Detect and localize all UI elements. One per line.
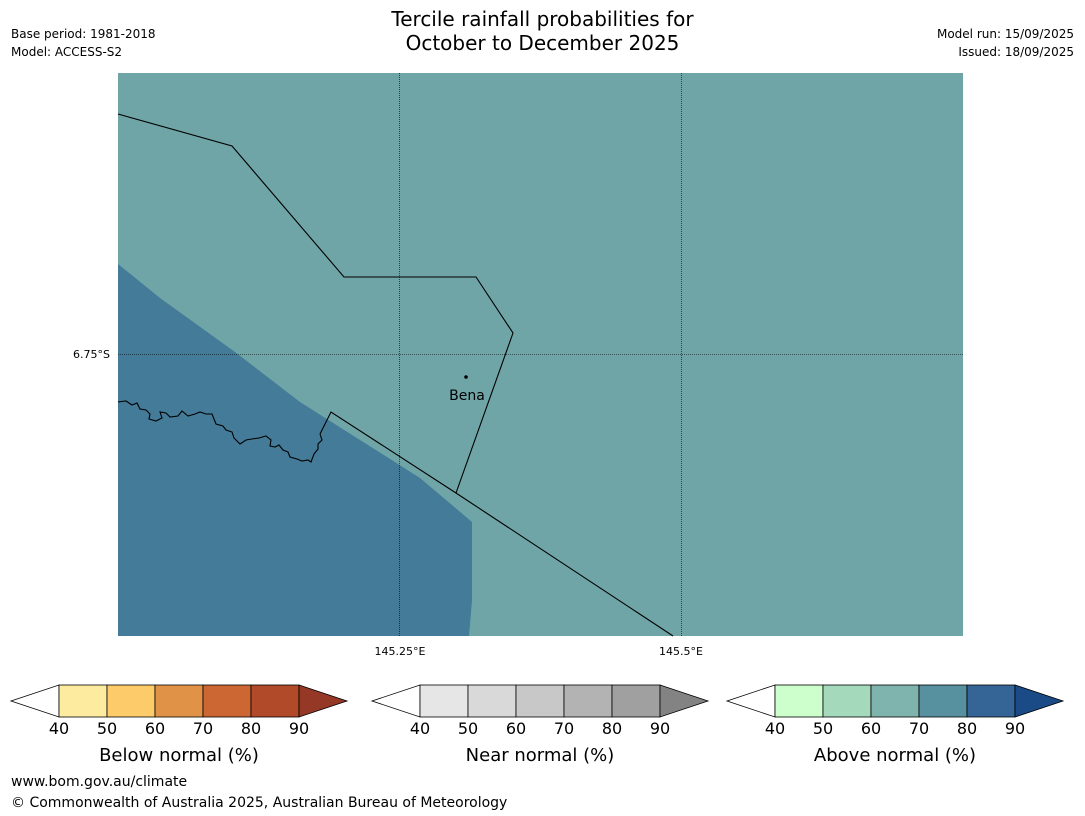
colorbar-tick-label: 70 bbox=[193, 719, 213, 738]
colorbar-segment bbox=[467, 684, 517, 718]
colorbar-tick-label: 90 bbox=[1005, 719, 1025, 738]
colorbar-segment bbox=[250, 684, 300, 718]
colorbar-tick-label: 80 bbox=[602, 719, 622, 738]
colorbar-extend-high bbox=[1014, 684, 1065, 718]
colorbar-tick-label: 90 bbox=[289, 719, 309, 738]
colorbar-tick-label: 40 bbox=[765, 719, 785, 738]
colorbar-segment bbox=[918, 684, 968, 718]
bena-marker bbox=[464, 375, 468, 379]
colorbar-extend-low bbox=[725, 684, 776, 718]
meta-right: Model run: 15/09/2025 Issued: 18/09/2025 bbox=[937, 25, 1074, 61]
colorbar-tick-label: 60 bbox=[861, 719, 881, 738]
colorbar-tick-label: 80 bbox=[241, 719, 261, 738]
model-name: Model: ACCESS-S2 bbox=[11, 45, 123, 59]
colorbar-tick-label: 80 bbox=[957, 719, 977, 738]
colorbar-segment bbox=[154, 684, 204, 718]
colorbar-segment bbox=[822, 684, 872, 718]
province-boundary bbox=[117, 113, 514, 494]
colorbar-segment bbox=[870, 684, 920, 718]
model-run: Model run: 15/09/2025 bbox=[936, 27, 1074, 41]
colorbar-tick-label: 60 bbox=[506, 719, 526, 738]
colorbar-tick-label: 50 bbox=[458, 719, 478, 738]
colorbar-0: 40 50 60 70 80 90 Below normal (%) bbox=[9, 684, 349, 766]
place-label-bena: Bena bbox=[449, 388, 485, 404]
footer-url: www.bom.gov.au/climate bbox=[11, 774, 188, 790]
latitude-label: 6.75°S bbox=[73, 348, 110, 361]
colorbar-tick-label: 70 bbox=[554, 719, 574, 738]
colorbar-segment bbox=[515, 684, 565, 718]
legend-colorbars: 40 50 60 70 80 90 Below normal (%) 40 50 60 70 80 90… bbox=[9, 684, 1065, 766]
colorbar-tick-label: 60 bbox=[145, 719, 165, 738]
probability-field-80 bbox=[118, 264, 472, 636]
province-boundary bbox=[319, 411, 674, 637]
colorbar-extend-high bbox=[298, 684, 349, 718]
colorbar-extend-low bbox=[370, 684, 421, 718]
title-line-2: October to December 2025 bbox=[405, 31, 680, 55]
colorbar-extend-low bbox=[9, 684, 60, 718]
colorbar-1: 40 50 60 70 80 90 Near normal (%) bbox=[370, 684, 710, 766]
footer-copyright: © Commonwealth of Australia 2025, Austra… bbox=[11, 795, 508, 811]
base-period: Base period: 1981-2018 bbox=[11, 27, 156, 41]
colorbar-segment bbox=[563, 684, 613, 718]
colorbar-tick-label: 70 bbox=[909, 719, 929, 738]
longitude-label: 145.25°E bbox=[375, 645, 426, 658]
colorbar-extend-high bbox=[659, 684, 710, 718]
colorbar-tick-label: 50 bbox=[813, 719, 833, 738]
title-line-1: Tercile rainfall probabilities for bbox=[391, 7, 694, 31]
colorbar-segment bbox=[966, 684, 1016, 718]
issued-date: Issued: 18/09/2025 bbox=[958, 45, 1074, 59]
colorbar-segment bbox=[774, 684, 824, 718]
colorbar-title: Below normal (%) bbox=[99, 745, 259, 766]
meta-left: Base period: 1981-2018 Model: ACCESS-S2 bbox=[11, 25, 156, 61]
longitude-label: 145.5°E bbox=[659, 645, 703, 658]
map-canvas: Bena 6.75°S 145.25°E 145.5°E bbox=[73, 73, 963, 658]
colorbar-segment bbox=[419, 684, 469, 718]
colorbar-title: Above normal (%) bbox=[814, 745, 976, 766]
map-title: Tercile rainfall probabilities for Octob… bbox=[0, 7, 1085, 55]
colorbar-tick-label: 50 bbox=[97, 719, 117, 738]
colorbar-tick-label: 40 bbox=[410, 719, 430, 738]
colorbar-tick-label: 40 bbox=[49, 719, 69, 738]
colorbar-segment bbox=[202, 684, 252, 718]
colorbar-segment bbox=[106, 684, 156, 718]
colorbar-segment bbox=[58, 684, 108, 718]
colorbar-tick-label: 90 bbox=[650, 719, 670, 738]
colorbar-title: Near normal (%) bbox=[466, 745, 615, 766]
colorbar-2: 40 50 60 70 80 90 Above normal (%) bbox=[725, 684, 1065, 766]
river-boundary bbox=[117, 400, 323, 463]
colorbar-segment bbox=[611, 684, 661, 718]
